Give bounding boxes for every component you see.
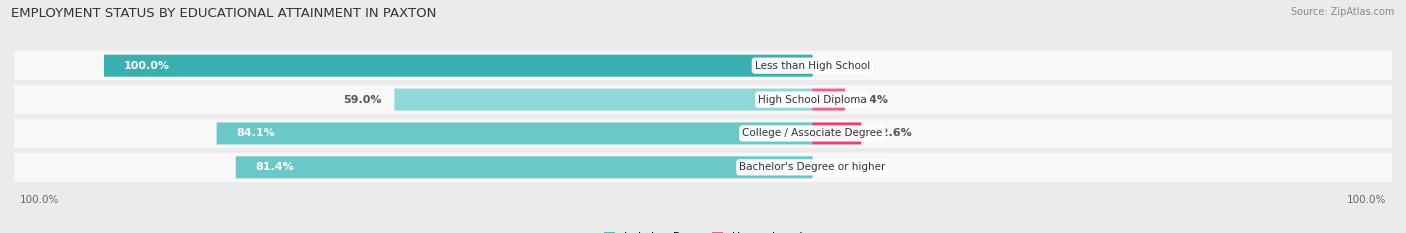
FancyBboxPatch shape	[14, 51, 1392, 80]
Legend: In Labor Force, Unemployed: In Labor Force, Unemployed	[603, 232, 803, 233]
Text: College / Associate Degree: College / Associate Degree	[742, 128, 883, 138]
Text: 8.4%: 8.4%	[858, 95, 889, 105]
Text: 0.0%: 0.0%	[825, 162, 856, 172]
FancyBboxPatch shape	[14, 153, 1392, 182]
FancyBboxPatch shape	[104, 55, 813, 77]
Text: 84.1%: 84.1%	[236, 128, 276, 138]
FancyBboxPatch shape	[236, 156, 813, 178]
FancyBboxPatch shape	[217, 122, 813, 144]
Text: Source: ZipAtlas.com: Source: ZipAtlas.com	[1291, 7, 1395, 17]
Text: 59.0%: 59.0%	[343, 95, 381, 105]
FancyBboxPatch shape	[14, 85, 1392, 114]
Text: 100.0%: 100.0%	[124, 61, 170, 71]
Text: Bachelor's Degree or higher: Bachelor's Degree or higher	[740, 162, 886, 172]
FancyBboxPatch shape	[395, 89, 813, 111]
Text: EMPLOYMENT STATUS BY EDUCATIONAL ATTAINMENT IN PAXTON: EMPLOYMENT STATUS BY EDUCATIONAL ATTAINM…	[11, 7, 437, 20]
Text: Less than High School: Less than High School	[755, 61, 870, 71]
Text: 81.4%: 81.4%	[256, 162, 294, 172]
Text: 12.6%: 12.6%	[875, 128, 912, 138]
FancyBboxPatch shape	[813, 122, 862, 144]
Text: High School Diploma: High School Diploma	[758, 95, 868, 105]
FancyBboxPatch shape	[14, 119, 1392, 148]
Text: 0.0%: 0.0%	[825, 61, 856, 71]
FancyBboxPatch shape	[813, 89, 845, 111]
